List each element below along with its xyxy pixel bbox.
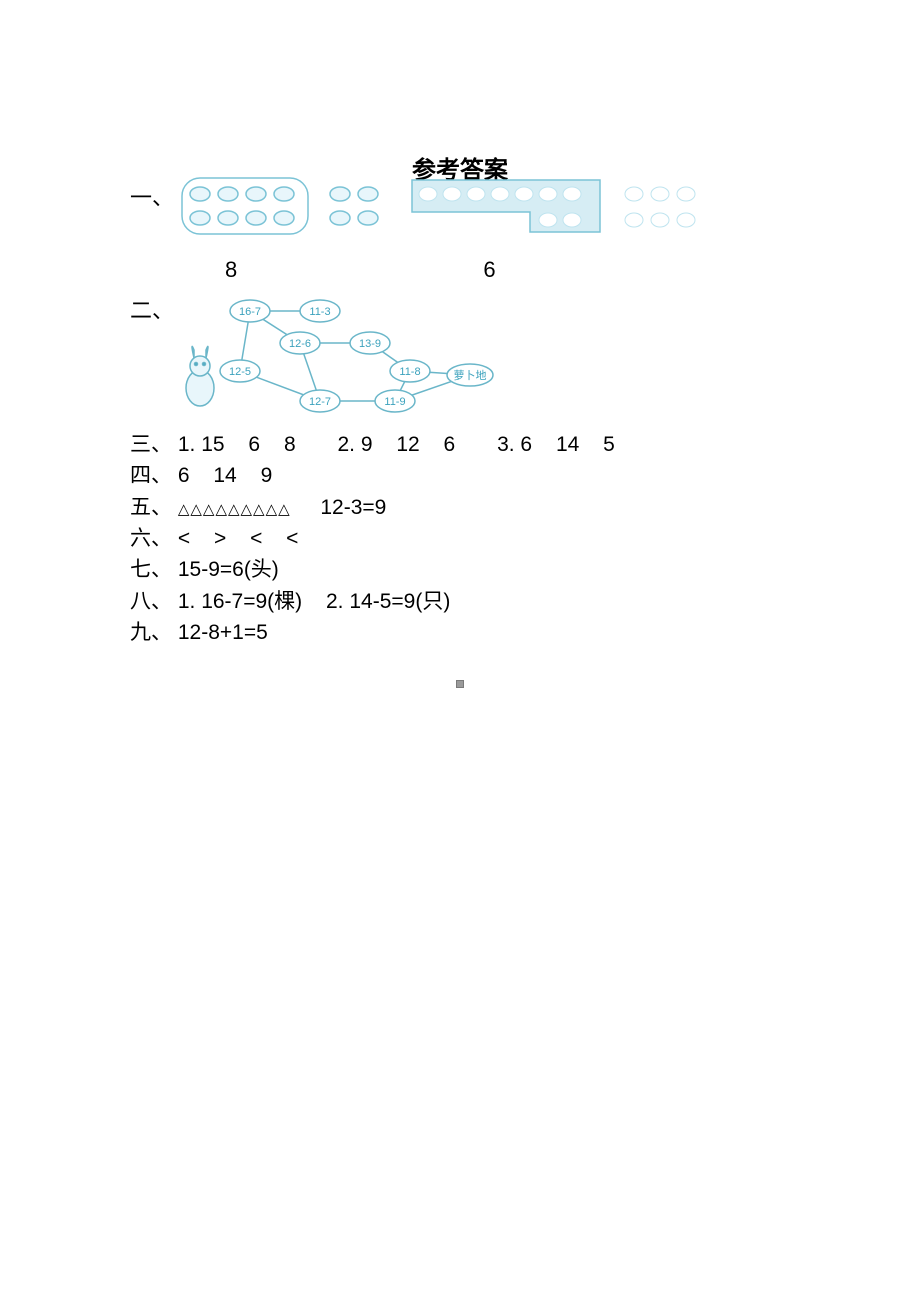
fish-icon-group-left: [182, 178, 308, 234]
svg-text:11-9: 11-9: [384, 396, 405, 408]
section-one-answers: 8 6: [130, 257, 830, 283]
triangles-icon: △△△△△△△△△: [178, 501, 291, 518]
section-seven-index: 七、: [130, 557, 172, 581]
svg-text:12-6: 12-6: [289, 338, 311, 350]
q3-2a: 2. 9: [337, 433, 372, 456]
section-eight: 八、 1. 16-7=9(棵) 2. 14-5=9(只): [130, 587, 830, 616]
q7-text: 15-9=6(头): [178, 558, 279, 581]
q3-3b: 14: [556, 433, 579, 456]
q5-expr: 12-3=9: [320, 496, 386, 519]
q3-1a: 1. 15: [178, 433, 225, 456]
svg-text:12-7: 12-7: [309, 396, 331, 408]
section-five-index: 五、: [130, 495, 172, 519]
svg-text:11-3: 11-3: [309, 306, 330, 318]
q8-a: 1. 16-7=9(棵): [178, 590, 302, 613]
fish-icon-group-left-2: [330, 187, 378, 225]
section-three-index: 三、: [130, 432, 172, 456]
q4-a: 6: [178, 464, 190, 487]
q3-3c: 5: [603, 433, 615, 456]
rabbit-icon: [186, 346, 214, 406]
svg-text:11-8: 11-8: [399, 366, 420, 378]
q6-d: <: [286, 527, 298, 550]
q3-2c: 6: [444, 433, 456, 456]
section-nine: 九、 12-8+1=5: [130, 618, 830, 647]
q6-b: >: [214, 527, 226, 550]
q8-b: 2. 14-5=9(只): [326, 590, 450, 613]
section-eight-index: 八、: [130, 589, 172, 613]
section-three: 三、 1. 15 6 8 2. 9 12 6 3. 6 14 5: [130, 430, 830, 459]
answers-block: 一、: [130, 180, 830, 647]
q6-a: <: [178, 527, 190, 550]
q4-b: 14: [213, 464, 236, 487]
answer-8: 8: [225, 257, 237, 282]
answer-6: 6: [483, 257, 495, 282]
section-four: 四、 6 14 9: [130, 461, 830, 490]
section-six-index: 六、: [130, 526, 172, 550]
section-one-index: 一、: [130, 180, 180, 212]
q3-1c: 8: [284, 433, 296, 456]
sheep-icon-group: [412, 180, 600, 232]
section-four-index: 四、: [130, 463, 172, 487]
q3-3a: 3. 6: [497, 433, 532, 456]
section-six: 六、 < > < <: [130, 524, 830, 553]
svg-text:萝卜地: 萝卜地: [454, 369, 487, 382]
page-marker-icon: [456, 680, 464, 688]
section-two-diagram: 16-7 11-3 12-6 13-9 12-5 11-8 12-7 11-9 萝卜地: [180, 293, 830, 428]
q6-c: <: [250, 527, 262, 550]
svg-text:16-7: 16-7: [239, 306, 261, 318]
q4-c: 9: [261, 464, 273, 487]
svg-text:13-9: 13-9: [359, 338, 381, 350]
section-five: 五、 △△△△△△△△△ 12-3=9: [130, 493, 830, 522]
q3-1b: 6: [248, 433, 260, 456]
section-nine-index: 九、: [130, 620, 172, 644]
q3-2b: 12: [396, 433, 419, 456]
section-seven: 七、 15-9=6(头): [130, 555, 830, 584]
svg-text:12-5: 12-5: [229, 366, 251, 378]
section-two-index: 二、: [130, 293, 180, 325]
section-one-figure: [180, 176, 830, 251]
q9-text: 12-8+1=5: [178, 621, 268, 644]
sheep-icon-group-outside: [625, 187, 695, 227]
